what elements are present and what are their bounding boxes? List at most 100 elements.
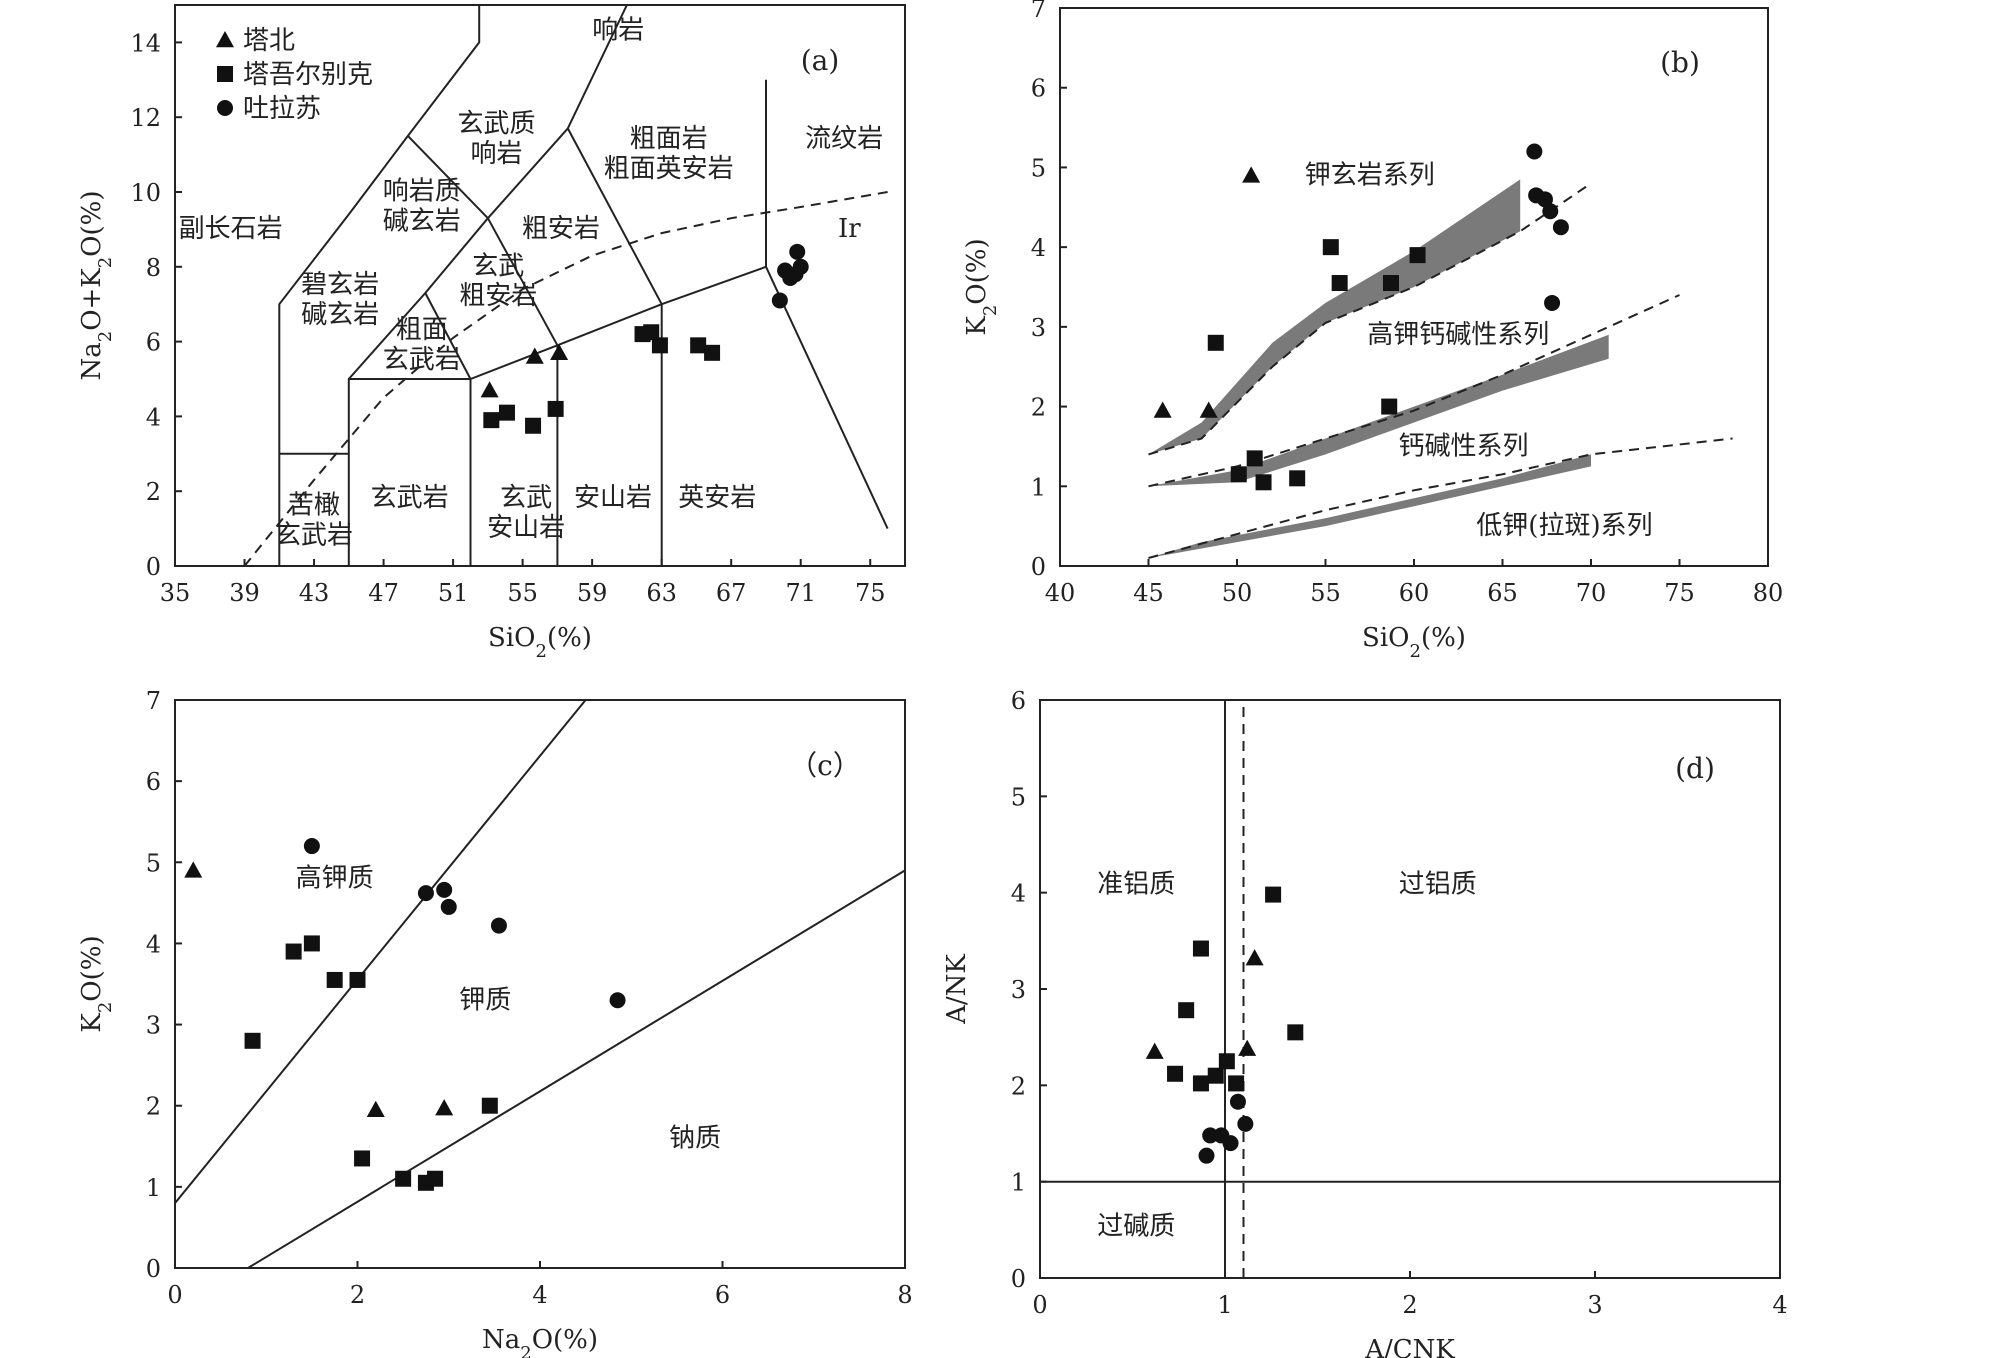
legend-marker-circle	[217, 100, 233, 116]
data-point-square	[1207, 1067, 1224, 1084]
y-tick-label: 4	[1011, 880, 1026, 908]
region-label: 响岩	[471, 139, 523, 169]
boundary-line-0	[278, 5, 481, 566]
legend-marker-triangle	[216, 31, 234, 48]
data-point-square	[326, 971, 343, 988]
data-point-triangle	[1242, 166, 1261, 183]
data-point-square	[1322, 239, 1339, 256]
data-point-square	[1192, 1075, 1209, 1092]
data-point-triangle	[1153, 401, 1172, 418]
x-tick-label: 6	[715, 1281, 730, 1309]
y-tick-label: 6	[1031, 75, 1046, 103]
series-2	[1526, 143, 1569, 311]
data-point-triangle	[525, 347, 544, 364]
data-point-circle	[1229, 1093, 1246, 1110]
data-point-square	[1192, 940, 1209, 957]
data-point-circle	[1536, 191, 1553, 208]
y-tick-label: 7	[1031, 0, 1046, 23]
region-label: 低钾(拉斑)系列	[1476, 511, 1652, 541]
panel-label: (b)	[1660, 46, 1700, 79]
region-label: 碧玄岩	[301, 270, 379, 300]
region-label: 英安岩	[678, 483, 756, 513]
legend-label: 塔北	[243, 26, 295, 56]
y-tick-label: 12	[130, 104, 161, 132]
x-tick-label: 75	[1664, 579, 1695, 607]
plot-frame-a	[174, 4, 906, 567]
series-2	[771, 243, 809, 309]
data-point-circle	[609, 992, 626, 1009]
y-tick-label: 2	[1011, 1072, 1026, 1100]
x-tick-label: 4	[532, 1281, 547, 1309]
region-label: 粗安岩	[459, 281, 537, 311]
series-0	[184, 861, 454, 1117]
y-axis-label: Na2O+K2O(%)	[77, 190, 116, 380]
region-label: 玄武岩	[383, 345, 461, 375]
boundary-line-8	[407, 135, 559, 346]
data-point-circle	[417, 885, 434, 902]
x-tick-label: 2	[350, 1281, 365, 1309]
data-point-circle	[303, 838, 320, 855]
x-tick-label: 59	[577, 579, 608, 607]
region-label: 钾玄岩系列	[1305, 160, 1435, 190]
y-tick-label: 5	[1011, 783, 1026, 811]
data-point-square	[1246, 450, 1263, 467]
boundary-line-9	[566, 127, 663, 305]
region-label: 玄武岩	[371, 483, 449, 513]
y-tick-label: 6	[146, 768, 161, 796]
dashed-line-2	[1148, 437, 1733, 559]
data-point-square	[349, 971, 366, 988]
plot-area-c	[175, 700, 905, 1268]
data-point-square	[1167, 1065, 1184, 1082]
data-point-square	[1218, 1053, 1235, 1070]
region-label: 碱玄岩	[383, 206, 461, 236]
x-tick-label: 43	[299, 579, 330, 607]
legend-label: 塔吾尔别克	[243, 60, 373, 90]
x-tick-label: 4	[1772, 1291, 1787, 1319]
plot-area-b	[1148, 179, 1733, 559]
data-point-square	[1382, 275, 1399, 292]
y-tick-label: 4	[146, 403, 161, 431]
y-axis-label: K2O(%)	[77, 935, 116, 1032]
series-1	[1167, 886, 1304, 1092]
boundary-line-1	[347, 5, 628, 566]
x-tick-label: 67	[716, 579, 747, 607]
region-label: 玄武质	[458, 109, 536, 139]
data-point-square	[1381, 398, 1398, 415]
region-label: 粗面	[396, 315, 448, 345]
data-point-square	[525, 417, 542, 434]
data-point-square	[1265, 886, 1282, 903]
data-point-circle	[1202, 1127, 1219, 1144]
y-tick-label: 14	[130, 29, 161, 57]
data-point-triangle	[1238, 1039, 1257, 1056]
y-tick-label: 2	[1031, 394, 1046, 422]
series-0	[480, 343, 569, 398]
y-tick-label: 1	[1031, 473, 1046, 501]
data-point-square	[427, 1170, 444, 1187]
x-tick-label: 0	[1032, 1291, 1047, 1319]
data-point-circle	[490, 917, 507, 934]
region-label: 准铝质	[1097, 870, 1175, 900]
y-tick-label: 4	[1031, 234, 1046, 262]
data-point-triangle	[1199, 401, 1218, 418]
y-tick-label: 3	[1011, 976, 1026, 1004]
y-tick-label: 0	[1011, 1265, 1026, 1293]
region-label: 过碱质	[1097, 1212, 1175, 1242]
y-tick-label: 1	[146, 1174, 161, 1202]
x-axis-label: SiO2(%)	[1362, 623, 1466, 662]
boundary-line-0	[175, 700, 587, 1204]
panel-label: （c）	[789, 749, 861, 782]
data-point-square	[547, 400, 564, 417]
y-axis-label: K2O(%)	[962, 238, 1001, 335]
plot-frame-c	[174, 699, 906, 1269]
y-tick-label: 2	[146, 478, 161, 506]
data-point-square	[1228, 1075, 1245, 1092]
series-1	[483, 324, 721, 434]
boundary-line-1	[247, 869, 905, 1268]
region-label: 钠质	[669, 1123, 721, 1153]
region-label: 粗面岩	[630, 124, 708, 154]
region-label: 流纹岩	[805, 124, 883, 154]
y-tick-label: 0	[146, 1255, 161, 1283]
